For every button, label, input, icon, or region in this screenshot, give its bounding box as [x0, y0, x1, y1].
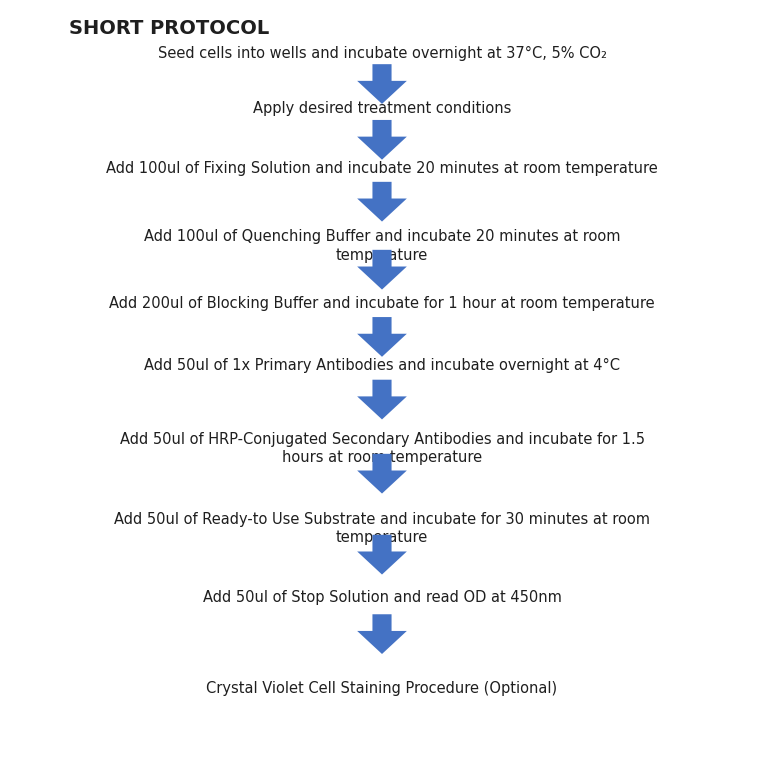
Text: Apply desired treatment conditions: Apply desired treatment conditions — [253, 101, 511, 116]
Text: Seed cells into wells and incubate overnight at 37°C, 5% CO₂: Seed cells into wells and incubate overn… — [157, 46, 607, 61]
Text: Add 50ul of 1x Primary Antibodies and incubate overnight at 4°C: Add 50ul of 1x Primary Antibodies and in… — [144, 358, 620, 373]
Polygon shape — [358, 317, 406, 357]
Text: Crystal Violet Cell Staining Procedure (Optional): Crystal Violet Cell Staining Procedure (… — [206, 681, 558, 697]
Polygon shape — [358, 64, 406, 104]
Text: Add 50ul of Stop Solution and read OD at 450nm: Add 50ul of Stop Solution and read OD at… — [202, 590, 562, 605]
Polygon shape — [358, 535, 406, 575]
Polygon shape — [358, 454, 406, 494]
Text: Add 200ul of Blocking Buffer and incubate for 1 hour at room temperature: Add 200ul of Blocking Buffer and incubat… — [109, 296, 655, 312]
Polygon shape — [358, 380, 406, 419]
Polygon shape — [358, 120, 406, 160]
Text: Add 50ul of HRP-Conjugated Secondary Antibodies and incubate for 1.5
hours at ro: Add 50ul of HRP-Conjugated Secondary Ant… — [119, 432, 645, 465]
Polygon shape — [358, 250, 406, 290]
Text: SHORT PROTOCOL: SHORT PROTOCOL — [69, 19, 269, 38]
Text: Add 100ul of Fixing Solution and incubate 20 minutes at room temperature: Add 100ul of Fixing Solution and incubat… — [106, 161, 658, 176]
Text: Add 100ul of Quenching Buffer and incubate 20 minutes at room
temperature: Add 100ul of Quenching Buffer and incuba… — [144, 229, 620, 263]
Polygon shape — [358, 182, 406, 222]
Text: Add 50ul of Ready-to Use Substrate and incubate for 30 minutes at room
temperatu: Add 50ul of Ready-to Use Substrate and i… — [114, 512, 650, 545]
Polygon shape — [358, 614, 406, 654]
